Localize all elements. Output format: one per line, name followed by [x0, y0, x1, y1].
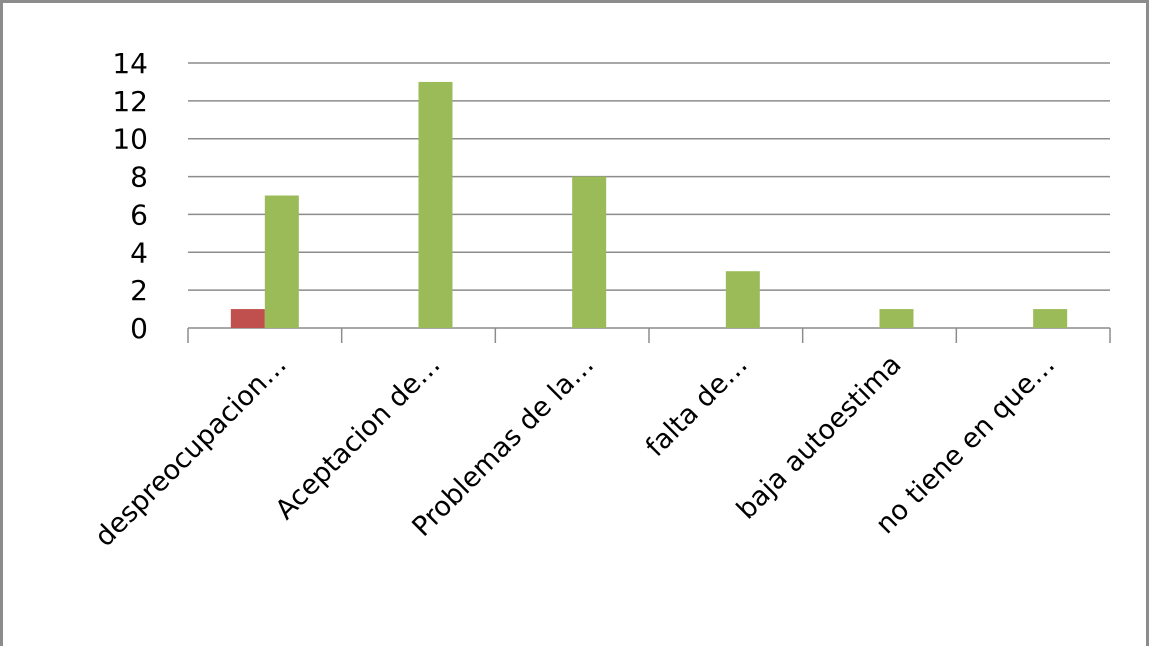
x-tick-label: Aceptacion de…	[270, 349, 447, 526]
y-tick-label: 14	[112, 47, 148, 80]
y-tick-label: 10	[112, 123, 148, 156]
x-tick-label: baja autoestima	[731, 349, 908, 526]
y-tick-label: 12	[112, 85, 148, 118]
bar-chart: 0 2 4 6 8 10 12 14 despreocupacion…Aceptacion de…	[89, 47, 1111, 553]
bar	[418, 81, 453, 328]
bar	[1033, 309, 1068, 328]
bar	[572, 176, 607, 328]
y-tick-label: 2	[130, 274, 148, 307]
y-tick-label: 4	[130, 236, 148, 269]
bar	[725, 271, 760, 328]
y-tick-label: 8	[130, 161, 148, 194]
x-tick-label: falta de…	[640, 349, 754, 463]
bar	[230, 309, 265, 328]
bar	[264, 195, 299, 328]
bar	[879, 309, 914, 328]
y-tick-label: 6	[130, 198, 148, 231]
x-tick-label: despreocupacion…	[89, 349, 293, 553]
y-tick-label: 0	[130, 312, 148, 345]
